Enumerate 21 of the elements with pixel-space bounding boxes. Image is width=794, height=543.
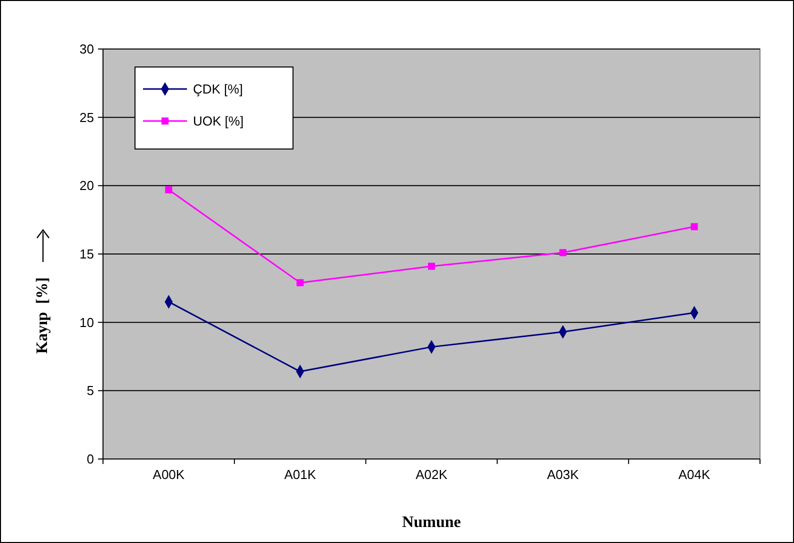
x-axis-title: Numune — [402, 514, 461, 531]
y-tick-label: 20 — [80, 178, 94, 194]
point — [559, 249, 566, 256]
point — [690, 223, 698, 230]
point — [428, 262, 436, 270]
x-tick-label: A00K — [152, 467, 185, 482]
x-tick-label: A03K — [546, 467, 580, 482]
point — [296, 279, 304, 286]
legend-label: ÇDK [%] — [193, 82, 243, 97]
legend-label: UOK [%] — [193, 114, 244, 129]
x-tick-label: A02K — [416, 467, 448, 482]
y-axis-title: Kayıp [%] — [34, 277, 51, 354]
y-tick-label: 15 — [80, 246, 94, 262]
y-tick-label: 10 — [80, 314, 94, 330]
x-tick-label: A01K — [284, 467, 316, 482]
y-tick-label: 30 — [80, 42, 94, 57]
point — [165, 186, 172, 194]
y-tick-label: 25 — [80, 110, 94, 125]
x-tick-label: A04K — [678, 467, 711, 482]
y-tick-label: 0 — [86, 452, 94, 467]
y-tick-label: 5 — [86, 383, 94, 398]
